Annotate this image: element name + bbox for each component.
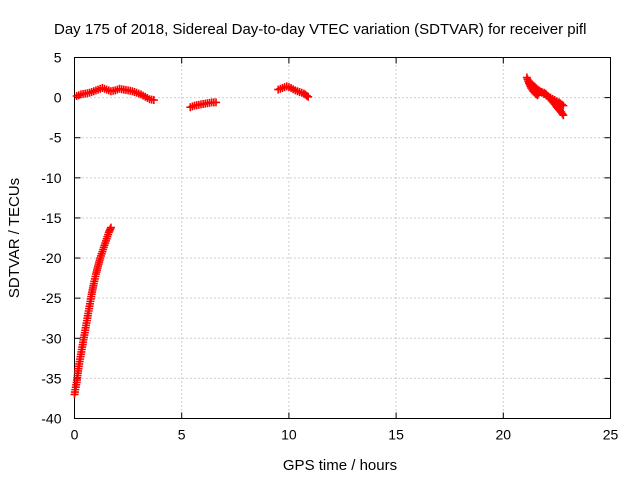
data-point — [134, 89, 143, 98]
data-point — [147, 95, 156, 104]
y-tick-label: -35 — [41, 370, 61, 386]
data-point — [201, 99, 210, 108]
data-point — [557, 100, 566, 109]
data-point — [293, 87, 302, 96]
axis-ticks: 0 5 10 15 20 25 5 0 -5 -10 -15 -20 -25 -30 -35 -40 — [41, 50, 618, 443]
data-point — [99, 243, 108, 252]
data-point — [556, 99, 565, 108]
x-tick-label: 10 — [281, 427, 297, 443]
data-point — [78, 340, 87, 349]
data-point — [104, 230, 113, 239]
y-tick-label: 5 — [54, 50, 62, 66]
data-point — [100, 84, 109, 93]
data-point — [97, 249, 106, 258]
y-tick-label: -15 — [41, 210, 61, 226]
data-point — [79, 90, 88, 99]
data-point — [74, 91, 83, 100]
data-point — [93, 264, 102, 273]
data-point — [121, 85, 130, 94]
x-tick-label: 0 — [71, 427, 79, 443]
x-tick-label: 5 — [178, 427, 186, 443]
data-point — [87, 292, 96, 301]
data-point — [558, 109, 567, 118]
data-point — [302, 91, 311, 100]
data-point — [196, 100, 205, 109]
data-point — [82, 316, 91, 325]
data-point — [209, 98, 218, 107]
x-axis-label: GPS time / hours — [283, 457, 397, 474]
data-point — [559, 111, 568, 120]
data-point — [89, 281, 98, 290]
y-tick-label: 0 — [54, 90, 62, 106]
y-tick-label: -25 — [41, 290, 61, 306]
data-point — [130, 87, 139, 96]
chart-title: Day 175 of 2018, Sidereal Day-to-day VTE… — [54, 21, 586, 38]
data-point — [188, 102, 197, 111]
y-tick-label: -30 — [41, 330, 61, 346]
data-point — [192, 101, 201, 110]
data-point — [284, 83, 293, 92]
data-points — [70, 73, 568, 399]
data-point — [548, 94, 557, 103]
y-tick-label: -10 — [41, 170, 61, 186]
data-point — [85, 304, 94, 313]
series-segment-4 — [274, 82, 313, 101]
data-point — [126, 86, 135, 95]
data-point — [526, 78, 535, 87]
data-point — [117, 85, 126, 94]
y-tick-label: -40 — [41, 411, 61, 427]
y-tick-label: -20 — [41, 250, 61, 266]
data-point — [101, 236, 110, 245]
data-point — [83, 89, 92, 98]
series-segment-1 — [70, 223, 115, 399]
y-tick-label: -5 — [49, 130, 62, 146]
data-point — [301, 90, 310, 99]
series-segment-2 — [72, 83, 158, 105]
data-point — [544, 92, 553, 101]
data-point — [540, 90, 549, 99]
data-point — [535, 86, 544, 95]
y-axis-label: SDTVAR / TECUs — [6, 178, 23, 298]
data-point — [289, 85, 298, 94]
x-tick-label: 20 — [496, 427, 512, 443]
data-point — [76, 352, 85, 361]
data-point — [106, 225, 115, 234]
data-point — [91, 86, 100, 95]
data-point — [109, 86, 118, 95]
data-point — [80, 328, 89, 337]
data-point — [530, 82, 539, 91]
x-tick-label: 15 — [388, 427, 404, 443]
data-point — [143, 94, 152, 103]
series-segment-6 — [525, 77, 568, 110]
data-point — [276, 84, 285, 93]
data-point — [91, 272, 100, 281]
data-point — [139, 91, 148, 100]
x-tick-label: 25 — [603, 427, 619, 443]
data-point — [95, 256, 104, 265]
data-point — [87, 87, 96, 96]
plot-frame — [74, 57, 611, 419]
series-segment-3 — [186, 98, 221, 112]
grid — [74, 57, 611, 419]
